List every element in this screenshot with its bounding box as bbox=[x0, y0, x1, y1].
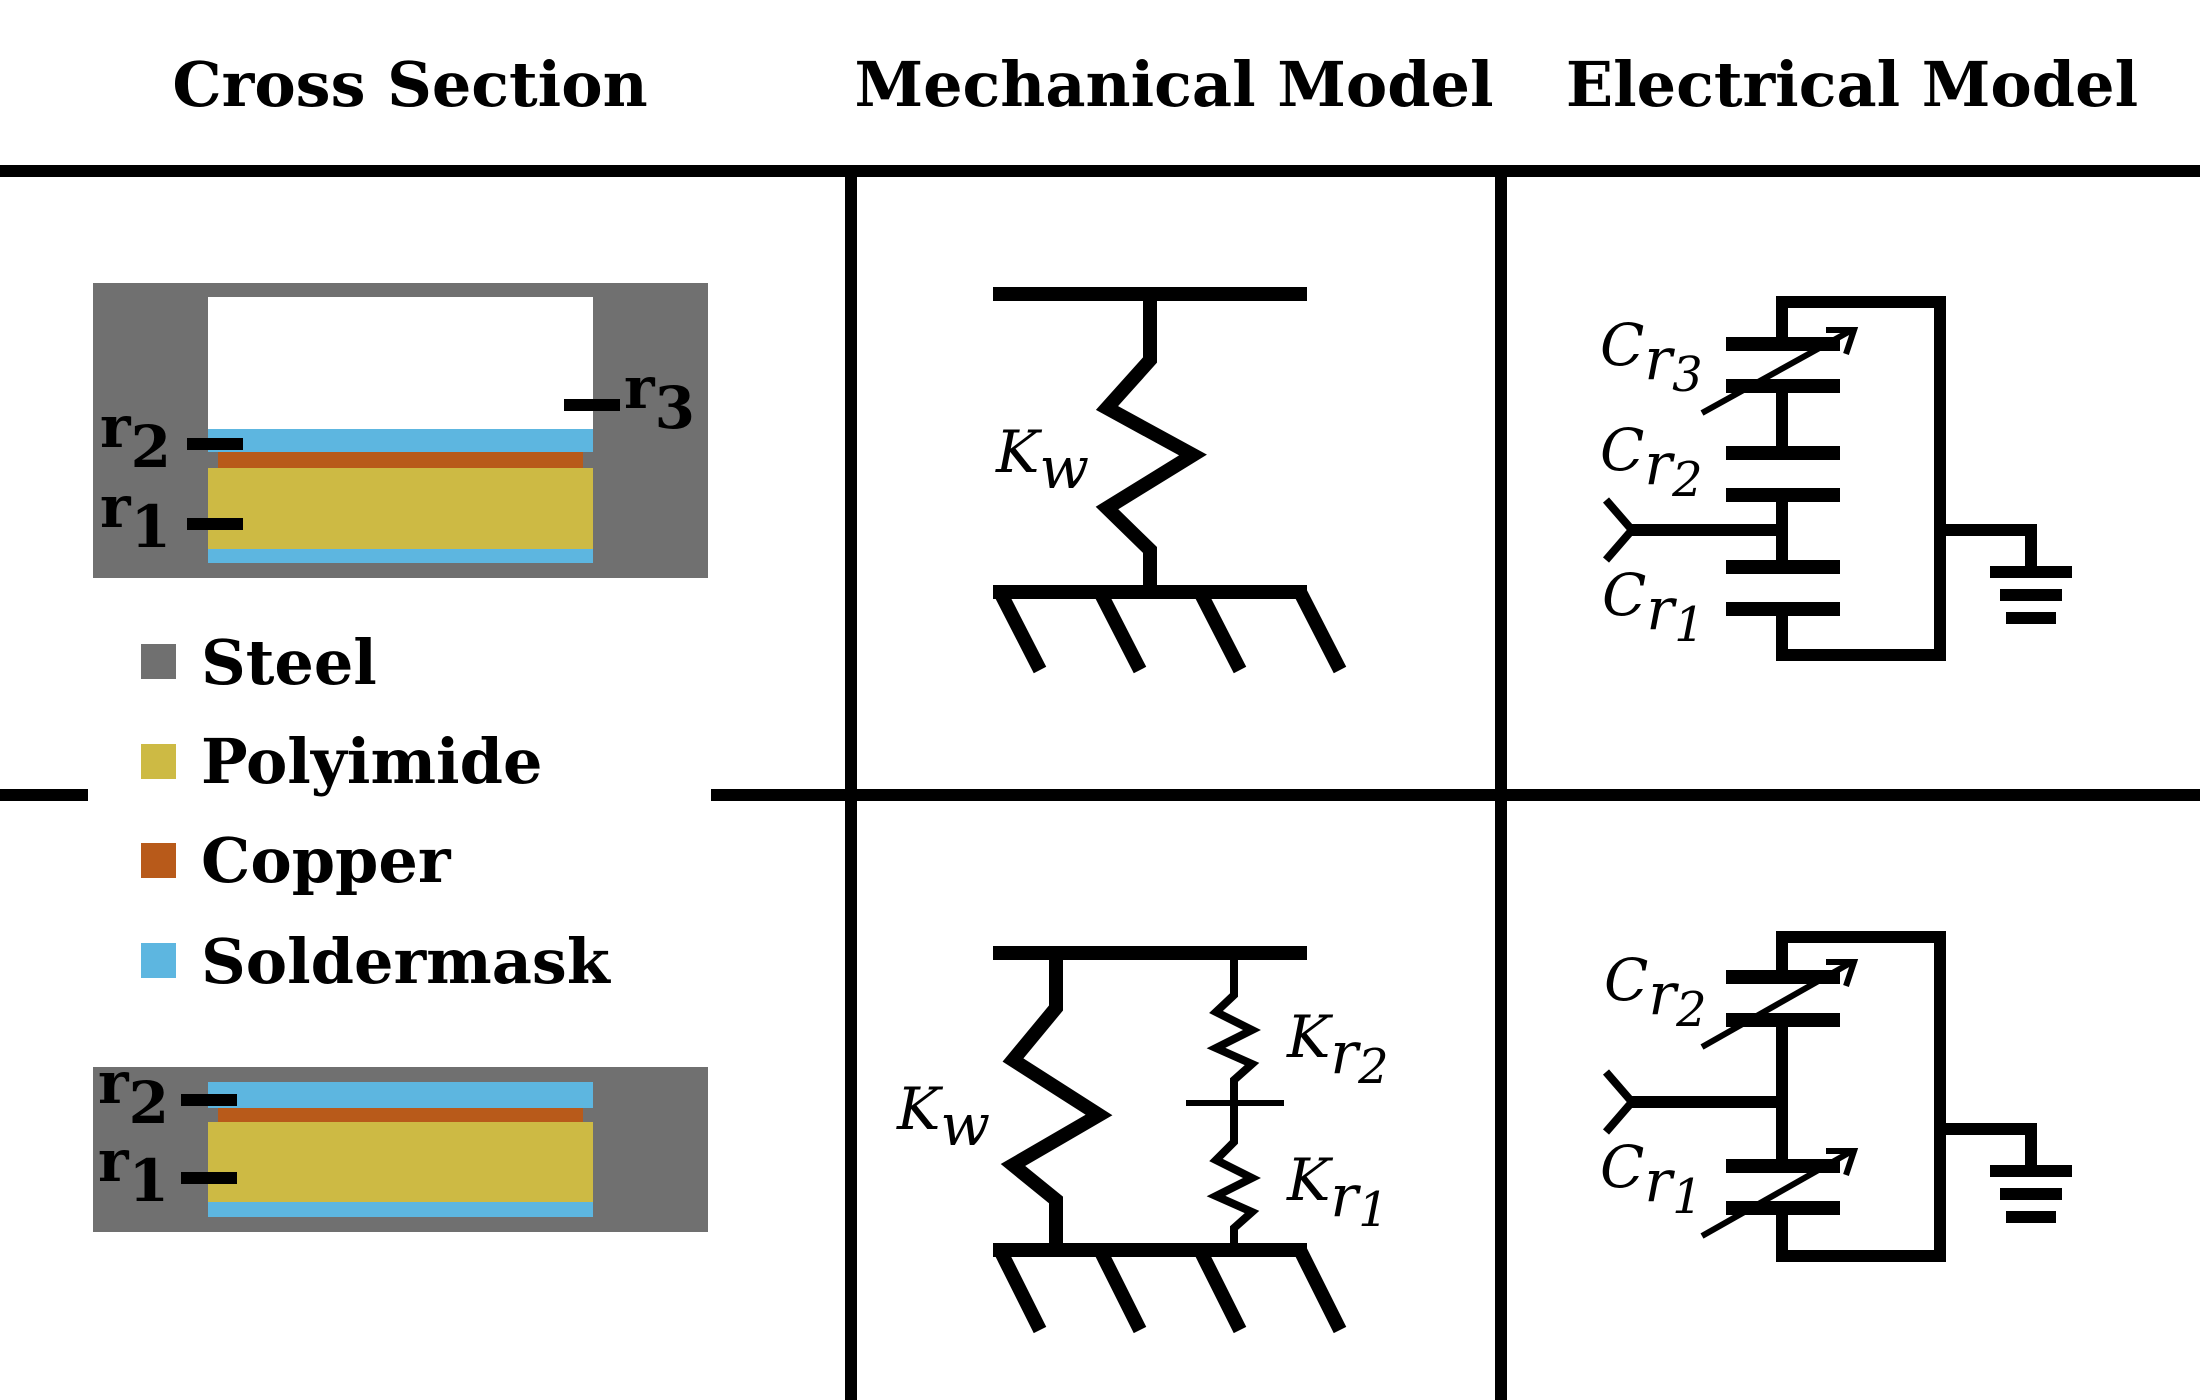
wire-to-ground bbox=[1940, 524, 2037, 572]
wire-to-ground bbox=[1940, 1123, 2037, 1171]
r3-label: r3 bbox=[624, 354, 695, 442]
cap-cr3-arrow-head bbox=[1826, 327, 1859, 355]
soldermask-bottom-layer bbox=[208, 549, 593, 563]
spring-kr2-label: Kr2 bbox=[1286, 1003, 1389, 1095]
polyimide-layer bbox=[208, 1122, 593, 1202]
cap-cr2-label: Cr2 bbox=[1604, 946, 1707, 1038]
cavity-opening bbox=[208, 297, 593, 429]
legend-label-steel: Steel bbox=[201, 626, 377, 699]
header-cross-section: Cross Section bbox=[172, 48, 647, 121]
cap-cr1-variable-arrow bbox=[1700, 1148, 1854, 1239]
legend-label-polyimide: Polyimide bbox=[201, 725, 542, 798]
spring-kw-label: Kw bbox=[995, 418, 1089, 502]
cap-cr1-arrow-head bbox=[1826, 1148, 1859, 1176]
spring-kr1 bbox=[1206, 1103, 1261, 1250]
spring-kr2 bbox=[1206, 953, 1261, 1103]
electrical-model-row1: Cr3 Cr2 Cr1 bbox=[1600, 296, 2072, 661]
cap-cr1-label: Cr1 bbox=[1600, 1133, 1703, 1225]
header-electrical-model: Electrical Model bbox=[1566, 48, 2138, 121]
spring-kw bbox=[1095, 294, 1207, 592]
wire-outer-loop bbox=[1776, 296, 1946, 661]
mechanical-model-row2: Kw Kr2 Kr1 bbox=[896, 946, 1389, 1334]
copper-layer bbox=[218, 1108, 583, 1122]
cap-cr1-label: Cr1 bbox=[1602, 561, 1705, 653]
soldermask-bottom-layer bbox=[208, 1202, 593, 1217]
legend-swatch-polyimide bbox=[141, 744, 176, 779]
electrical-model-row2: Cr2 Cr1 bbox=[1600, 931, 2072, 1262]
legend-swatch-copper bbox=[141, 843, 176, 878]
legend-label-soldermask: Soldermask bbox=[201, 925, 612, 998]
material-legend: Steel Polyimide Copper Soldermask bbox=[141, 626, 612, 998]
cross-section-row2: r2 r1 bbox=[93, 1049, 708, 1232]
legend-swatch-soldermask bbox=[141, 943, 176, 978]
cap-cr2-label: Cr2 bbox=[1600, 416, 1703, 508]
input-terminal bbox=[1602, 497, 1638, 563]
soldermask-top-layer bbox=[208, 429, 593, 452]
spring-kw bbox=[1000, 953, 1113, 1250]
input-terminal bbox=[1602, 1069, 1638, 1135]
ground-symbol bbox=[1990, 566, 2072, 624]
r2-label: r2 bbox=[100, 393, 171, 481]
ground-hatch bbox=[993, 1246, 1347, 1334]
copper-layer bbox=[218, 452, 583, 468]
r2-label: r2 bbox=[98, 1049, 169, 1137]
cap-cr2-variable-arrow bbox=[1700, 959, 1854, 1050]
soldermask-top-layer bbox=[208, 1082, 593, 1108]
ground-hatch bbox=[993, 588, 1347, 674]
spring-kw-label: Kw bbox=[896, 1075, 990, 1159]
wire-outer-loop bbox=[1776, 931, 1946, 1262]
cap-cr2-arrow-head bbox=[1826, 959, 1859, 987]
spring-kr1-label: Kr1 bbox=[1286, 1146, 1389, 1238]
legend-swatch-steel bbox=[141, 644, 176, 679]
r1-label: r1 bbox=[98, 1127, 169, 1215]
legend-label-copper: Copper bbox=[201, 824, 452, 897]
cross-section-row1: r2 r1 r3 bbox=[93, 283, 708, 578]
header-mechanical-model: Mechanical Model bbox=[854, 48, 1493, 121]
ground-symbol bbox=[1990, 1165, 2072, 1223]
mechanical-model-row1: Kw bbox=[993, 287, 1347, 674]
polyimide-layer bbox=[208, 468, 593, 549]
cap-cr3-variable-arrow bbox=[1700, 327, 1854, 416]
table-grid bbox=[0, 165, 2200, 1400]
r1-label: r1 bbox=[100, 473, 171, 561]
cap-cr3-label: Cr3 bbox=[1600, 311, 1703, 403]
